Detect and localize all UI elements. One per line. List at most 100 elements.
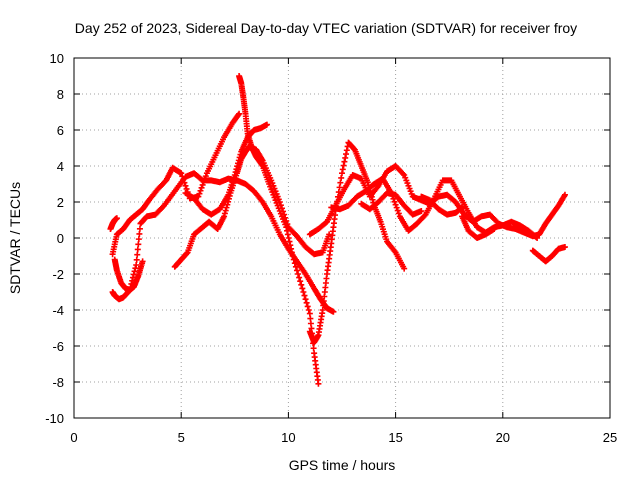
x-axis-label: GPS time / hours	[289, 457, 396, 473]
data-point	[391, 198, 398, 205]
data-point	[235, 111, 242, 118]
data-point	[298, 281, 305, 288]
series-track-j	[328, 175, 541, 241]
data-point	[421, 212, 428, 219]
data-point	[235, 160, 242, 167]
data-point	[290, 256, 297, 263]
data-point	[401, 265, 408, 272]
data-point	[196, 190, 203, 197]
data-point	[136, 230, 143, 237]
data-point	[326, 231, 333, 238]
data-point	[284, 231, 291, 238]
data-point	[182, 182, 189, 189]
data-point	[364, 179, 371, 186]
tick-labels: 0 5 10 15 20 25 -10 -8 -6 -4 -2 0 2 4 6 8 10	[45, 51, 617, 445]
y-tick-label: -10	[45, 411, 64, 426]
data-point	[284, 227, 291, 234]
data-point	[291, 260, 298, 267]
data-point	[232, 169, 239, 176]
data-point	[131, 268, 138, 275]
series-track-d	[107, 215, 120, 232]
data-point	[134, 251, 141, 258]
y-tick-label: 0	[57, 231, 64, 246]
y-tick-label: 10	[50, 51, 64, 66]
data-point	[132, 265, 139, 272]
series-track-h	[306, 139, 408, 346]
data-point	[276, 199, 283, 205]
data-point	[139, 258, 146, 265]
x-tick-label: 20	[496, 430, 510, 445]
x-tick-label: 15	[388, 430, 402, 445]
data-point	[224, 201, 231, 208]
data-point	[534, 235, 541, 241]
data-point	[297, 278, 304, 285]
data-point	[198, 184, 205, 191]
data-point	[330, 308, 337, 315]
data-point	[296, 274, 303, 281]
data-point	[135, 241, 142, 248]
data-point	[315, 380, 322, 387]
data-point	[561, 191, 568, 198]
data-point	[135, 236, 142, 243]
ticks	[73, 57, 611, 419]
data-point	[197, 187, 204, 194]
data-point	[130, 271, 137, 278]
y-tick-label: -4	[52, 303, 64, 318]
data-point	[395, 210, 402, 217]
data-point	[341, 158, 348, 165]
data-point	[369, 196, 376, 203]
data-point	[339, 170, 345, 177]
grid	[74, 58, 610, 418]
data-point	[459, 204, 466, 211]
data-point	[287, 242, 294, 249]
data-point	[133, 256, 140, 263]
data-point	[263, 121, 270, 128]
y-tick-label: -2	[52, 267, 64, 282]
y-tick-label: 8	[57, 87, 64, 102]
y-tick-label: 4	[57, 159, 64, 174]
y-tick-label: -8	[52, 375, 64, 390]
data-point	[342, 154, 349, 161]
series-track-a	[109, 110, 243, 258]
data-point	[400, 170, 407, 177]
series-track-k	[358, 190, 425, 218]
data-point	[561, 244, 568, 250]
data-point	[300, 289, 307, 295]
data-point	[295, 271, 302, 277]
series-track-g	[182, 121, 270, 218]
data-point	[223, 204, 230, 211]
series-track-n	[529, 244, 568, 265]
x-tick-label: 10	[281, 430, 295, 445]
data-point	[533, 234, 540, 241]
data-point	[292, 263, 299, 270]
data-point	[336, 184, 343, 191]
data-point	[222, 207, 229, 214]
data-point	[303, 299, 310, 306]
data-point	[133, 262, 140, 268]
data-point	[288, 245, 295, 252]
chart-title: Day 252 of 2023, Sidereal Day-to-day VTE…	[75, 20, 577, 36]
data-point	[136, 225, 143, 232]
data-point	[231, 172, 238, 178]
data-point	[491, 226, 498, 232]
data-point	[113, 215, 120, 222]
data-point	[221, 210, 228, 217]
data-point	[195, 193, 202, 200]
data-point	[343, 151, 350, 158]
data-point	[178, 170, 185, 177]
data-point	[338, 174, 345, 181]
data-point	[258, 161, 265, 168]
data-point	[236, 154, 243, 161]
data-point	[305, 307, 312, 313]
x-tick-label: 5	[178, 430, 185, 445]
data-point	[299, 285, 306, 292]
data-point	[337, 179, 344, 186]
data-point	[339, 166, 346, 173]
data-points	[107, 73, 568, 387]
series-track-e	[171, 143, 333, 270]
data-point	[233, 166, 240, 173]
y-tick-label: -6	[52, 339, 64, 354]
data-point	[393, 204, 400, 211]
series-track-c	[111, 256, 146, 294]
